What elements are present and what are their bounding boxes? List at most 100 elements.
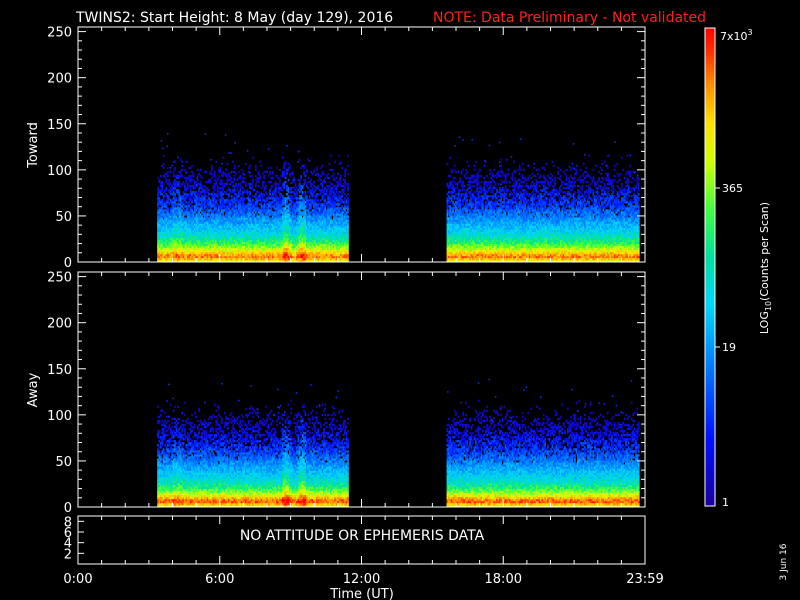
spectrogram-cell	[190, 189, 192, 191]
spectrogram-cell	[178, 193, 180, 195]
spectrogram-cell	[218, 177, 220, 179]
spectrogram-cell	[244, 181, 246, 183]
spectrogram-cell	[191, 199, 193, 201]
spectrogram-cell	[323, 179, 325, 181]
spectrogram-cell	[263, 189, 265, 191]
spectrogram-cell	[239, 177, 241, 179]
spectrogram-cell	[336, 191, 338, 193]
spectrogram-cell	[168, 185, 170, 187]
spectrogram-cell	[447, 193, 449, 195]
spectrogram-cell	[303, 165, 305, 167]
spectrogram-cell	[180, 199, 182, 201]
spectrogram-cell	[272, 171, 274, 173]
spectrogram-cell	[227, 183, 229, 185]
spectrogram-cell	[239, 201, 241, 203]
spectrogram-cell	[212, 211, 214, 213]
spectrogram-cell	[279, 181, 281, 183]
spectrogram-cell	[280, 193, 282, 195]
spectrogram-cell	[333, 173, 335, 175]
spectrogram-cell	[340, 207, 342, 209]
spectrogram-cell	[282, 157, 284, 159]
spectrogram-cell	[258, 207, 260, 209]
spectrogram-cell	[227, 177, 229, 179]
spectrogram-cell	[239, 191, 241, 193]
spectrogram-cell	[229, 201, 231, 203]
spectrogram-cell	[323, 173, 325, 175]
spectrogram-cell	[242, 173, 244, 175]
spectrogram-cell	[173, 191, 175, 193]
spectrogram-cell	[174, 179, 176, 181]
spectrogram-cell	[244, 189, 246, 191]
spectrogram-cell	[322, 171, 324, 173]
spectrogram-cell	[347, 193, 349, 195]
spectrogram-cell	[221, 191, 223, 193]
spectrogram-cell	[344, 193, 346, 195]
spectrogram-cell	[210, 179, 212, 181]
spectrogram-cell	[201, 201, 203, 203]
spectrogram-cell	[305, 181, 307, 183]
spectrogram-cell	[307, 209, 309, 211]
spectrogram-cell	[258, 179, 260, 181]
spectrogram-cell	[246, 193, 248, 195]
spectrogram-cell	[167, 211, 169, 213]
spectrogram-cell	[238, 165, 240, 167]
spectrogram-cell	[295, 213, 297, 215]
spectrogram-cell	[210, 171, 212, 173]
spectrogram-cell	[181, 169, 183, 171]
spectrogram-cell	[170, 191, 172, 193]
spectrogram-cell	[296, 193, 298, 195]
spectrogram-cell	[341, 195, 343, 197]
spectrogram-cell	[185, 161, 187, 163]
spectrogram-cell	[255, 167, 257, 169]
spectrogram-cell	[268, 175, 270, 177]
spectrogram-cell	[198, 211, 200, 213]
spectrogram-cell	[312, 187, 314, 189]
spectrogram-cell	[234, 167, 236, 169]
spectrogram-cell	[237, 187, 239, 189]
spectrogram-cell	[268, 167, 270, 169]
spectrogram-cell	[231, 177, 233, 179]
spectrogram-cell	[300, 215, 302, 217]
spectrogram-cell	[312, 193, 314, 195]
spectrogram-cell	[198, 201, 200, 203]
spectrogram-cell	[177, 205, 179, 207]
spectrogram-cell	[244, 197, 246, 199]
spectrogram-cell	[180, 173, 182, 175]
spectrogram-cell	[289, 175, 291, 177]
spectrogram-cell	[214, 185, 216, 187]
spectrogram-cell	[168, 179, 170, 181]
spectrogram-cell	[320, 193, 322, 195]
spectrogram-cell	[255, 169, 257, 171]
spectrogram-cell	[191, 165, 193, 167]
spectrogram-cell	[269, 171, 271, 173]
spectrogram-cell	[174, 187, 176, 189]
spectrogram-cell	[332, 183, 334, 185]
spectrogram-cell	[157, 195, 159, 197]
spectrogram-cell	[310, 179, 312, 181]
spectrogram-cell	[248, 195, 250, 197]
spectrogram-cell	[292, 195, 294, 197]
spectrogram-cell	[340, 191, 342, 193]
spectrogram-cell	[235, 207, 237, 209]
spectrogram-cell	[200, 169, 202, 171]
spectrogram-cell	[242, 179, 244, 181]
spectrogram-cell	[185, 179, 187, 181]
spectrogram-cell	[339, 155, 341, 157]
spectrogram-cell	[265, 185, 267, 187]
spectrogram-cell	[198, 195, 200, 197]
spectrogram-cell	[302, 191, 304, 193]
spectrogram-cell	[170, 171, 172, 173]
spectrogram-cell	[176, 199, 178, 201]
spectrogram-cell	[239, 183, 241, 185]
spectrogram-cell	[347, 219, 349, 221]
spectrogram-cell	[324, 197, 326, 199]
spectrogram-cell	[185, 181, 187, 183]
spectrogram-cell	[244, 199, 246, 201]
spectrogram-cell	[347, 189, 349, 191]
spectrogram-cell	[332, 169, 334, 171]
spectrogram-cell	[322, 185, 324, 187]
spectrogram-cell	[306, 183, 308, 185]
spectrogram-cell	[234, 165, 236, 167]
spectrogram-cell	[303, 183, 305, 185]
spectrogram-cell	[249, 165, 251, 167]
